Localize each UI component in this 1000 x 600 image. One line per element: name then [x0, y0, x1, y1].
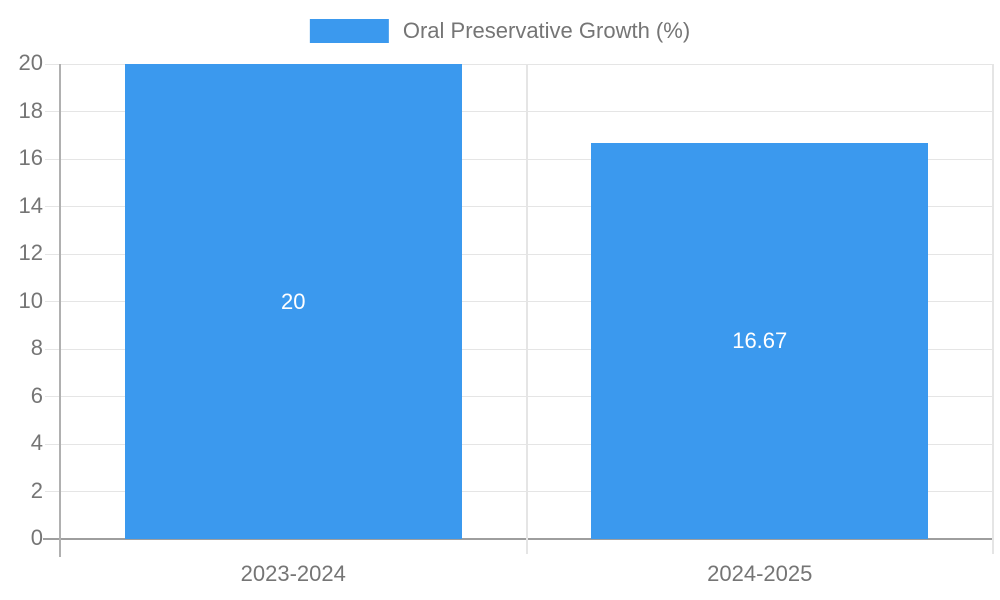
y-tick-label: 0 — [30, 525, 43, 550]
y-tick-label: 20 — [18, 50, 43, 75]
x-tick-label: 2024-2025 — [707, 561, 813, 586]
y-gridline — [45, 63, 993, 65]
bar[interactable] — [591, 143, 929, 539]
y-tick-label: 18 — [18, 97, 43, 123]
y-gridline — [45, 301, 993, 302]
y-tick-label: 12 — [18, 240, 43, 265]
y-tick-label: 4 — [30, 430, 43, 455]
category-separator — [992, 64, 994, 554]
y-tick-label: 10 — [18, 287, 43, 313]
legend[interactable]: Oral Preservative Growth (%) — [309, 18, 691, 43]
y-gridline — [45, 111, 993, 112]
legend-label: Oral Preservative Growth (%) — [402, 18, 691, 43]
y-tick-label: 14 — [18, 192, 43, 218]
y-tick-label: 16 — [18, 145, 43, 170]
category-separator — [525, 64, 528, 554]
y-tick-label: 6 — [30, 382, 43, 408]
y-gridline — [45, 348, 993, 350]
y-tick-label: 8 — [30, 335, 43, 360]
y-gridline — [45, 396, 993, 397]
y-gridline — [45, 491, 993, 492]
y-gridline — [45, 158, 993, 160]
legend-swatch — [309, 19, 389, 43]
x-tick-label: 2023-2024 — [240, 561, 346, 586]
bar[interactable] — [124, 64, 462, 539]
y-axis-line — [59, 64, 61, 557]
y-tick-label: 2 — [30, 477, 43, 503]
y-gridline — [45, 206, 993, 207]
y-gridline — [45, 443, 993, 445]
y-gridline — [45, 253, 993, 255]
x-axis-baseline — [43, 538, 993, 540]
